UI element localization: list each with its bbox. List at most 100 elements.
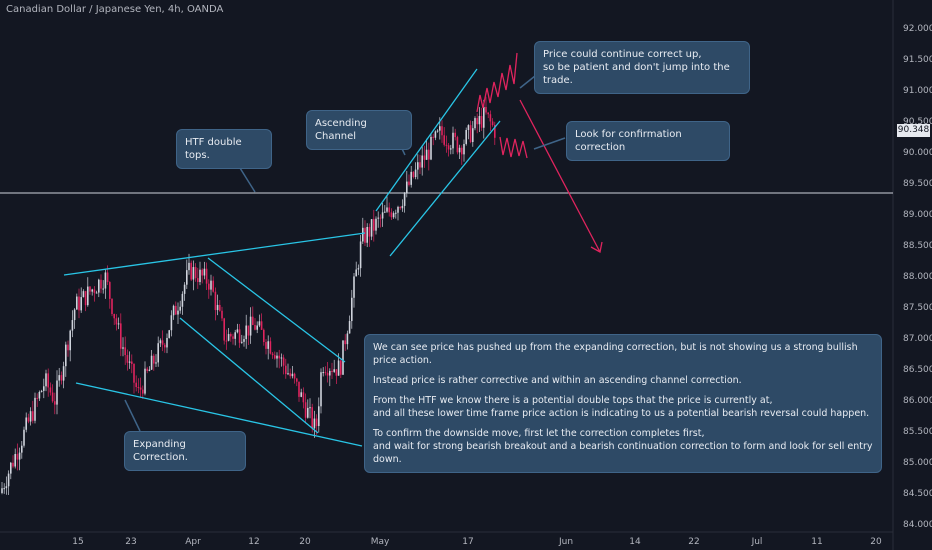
candle-body [194, 267, 197, 279]
time-tick-label: 12 [248, 537, 259, 547]
time-tick-label: 15 [72, 537, 83, 547]
price-tick-label: 91.000 [903, 86, 932, 96]
candle-body [203, 268, 206, 276]
candle-body [208, 283, 210, 290]
candle-body [89, 286, 91, 292]
candle-body [276, 355, 278, 359]
candle-body [379, 217, 382, 219]
projection-up-path [476, 52, 518, 113]
candle-body [300, 392, 302, 397]
candle-body [142, 389, 144, 394]
symbol-title: Canadian Dollar / Japanese Yen, 4h, OAND… [6, 4, 224, 15]
candle-body [406, 181, 408, 193]
candle-body [439, 126, 441, 131]
ascending-upper-line[interactable] [375, 68, 478, 212]
candle-body [25, 417, 27, 430]
candle-body [282, 357, 285, 366]
candle-body [368, 226, 371, 237]
candle-body [40, 390, 43, 392]
candle-body [166, 337, 168, 348]
candle-body [93, 289, 96, 293]
time-tick-label: Jun [558, 537, 573, 547]
candle-body [342, 340, 344, 375]
time-tick-label: 20 [299, 537, 311, 547]
htf-double-tops-note[interactable]: HTF double tops. [176, 129, 272, 169]
time-tick-label: 22 [688, 537, 699, 547]
candle-body [14, 453, 16, 467]
candle-body [177, 310, 179, 315]
price-continue-note[interactable]: Price could continue correct up, so be p… [534, 41, 750, 94]
candle-body [122, 347, 124, 349]
price-tick-label: 85.000 [903, 458, 932, 468]
candle-body [243, 339, 245, 342]
candle-body [175, 305, 177, 315]
candle-body [153, 355, 155, 364]
candle-body [419, 162, 421, 168]
time-tick-label: Jul [751, 537, 763, 547]
candle-body [469, 125, 472, 143]
expanding-upper-line[interactable] [63, 232, 366, 276]
candle-body [403, 192, 406, 206]
candle-body [179, 306, 181, 311]
candle-body [47, 373, 49, 388]
candle-body [32, 411, 34, 421]
candle-body [80, 297, 82, 311]
descending-lower-line[interactable] [179, 317, 319, 434]
candle-body [335, 369, 338, 376]
time-tick-label: 11 [811, 537, 822, 547]
candle-body [155, 362, 157, 364]
candle-body [29, 411, 32, 422]
candle-body [421, 155, 423, 168]
candle-body [443, 135, 445, 145]
candle-body [201, 269, 203, 276]
candle-body [16, 453, 19, 460]
confirmation-note[interactable]: Look for confirmation correction [566, 121, 730, 161]
candle-body [401, 205, 404, 209]
candle-body [117, 323, 120, 325]
candle-body [441, 126, 443, 136]
candle-body [337, 360, 340, 376]
candle-body [10, 462, 12, 474]
price-tick-label: 92.000 [903, 24, 932, 34]
ascending-channel-note[interactable]: Ascending Channel [306, 110, 412, 150]
candle-body [245, 325, 247, 340]
candle-body [3, 488, 5, 490]
analysis-note[interactable]: We can see price has pushed up from the … [364, 334, 882, 473]
time-axis: 15 23 Apr 12 20 May 17 Jun 14 22 Jul 11 20 [72, 537, 882, 547]
candle-body [51, 392, 54, 402]
candle-body [278, 355, 280, 359]
candle-body [463, 143, 465, 155]
candle-body [137, 387, 140, 389]
price-tick-label: 84.000 [903, 520, 932, 530]
candle-body [309, 407, 311, 409]
candle-body [450, 148, 452, 150]
descending-upper-line[interactable] [207, 257, 346, 363]
candle-body [49, 387, 52, 393]
candle-body [353, 276, 355, 298]
candle-body [197, 278, 199, 283]
candle-body [38, 391, 41, 399]
projection-correction-path [499, 136, 528, 159]
candle-body [425, 149, 428, 160]
expanding-correction-note[interactable]: Expanding Correction. [124, 431, 246, 471]
candle-body [227, 334, 230, 341]
candle-body [480, 116, 483, 128]
candle-body [289, 373, 291, 377]
candle-body [447, 145, 450, 150]
candle-body [392, 213, 395, 218]
ascending-lower-line[interactable] [389, 120, 501, 257]
candle-body [370, 219, 373, 237]
candle-body [199, 269, 201, 283]
candle-body [65, 344, 67, 367]
candle-body [346, 333, 349, 345]
candle-body [181, 293, 184, 307]
price-tick-label: 88.500 [903, 241, 932, 251]
candle-body [291, 373, 294, 377]
candle-body [331, 370, 333, 372]
projection-down-arrow [519, 99, 601, 253]
candle-body [304, 402, 307, 418]
candle-body [23, 429, 25, 446]
candle-body [434, 131, 437, 138]
candle-body [478, 116, 481, 125]
expanding-lower-line[interactable] [75, 382, 363, 447]
